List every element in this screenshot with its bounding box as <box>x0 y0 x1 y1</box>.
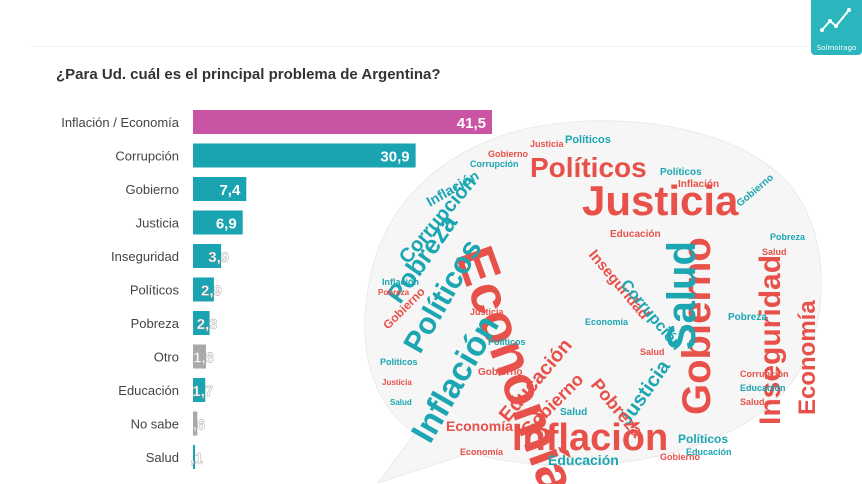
svg-text:Políticos: Políticos <box>565 134 611 146</box>
bar <box>193 143 416 168</box>
svg-text:Pobreza: Pobreza <box>378 288 410 297</box>
svg-text:Salud: Salud <box>560 407 587 418</box>
bar <box>193 378 206 402</box>
bar <box>193 277 214 302</box>
data-label: ,6 <box>193 417 206 434</box>
data-label: 30,9 <box>380 149 409 166</box>
bar <box>193 210 243 235</box>
chart-title: ¿Para Ud. cuál es el principal problema … <box>56 66 441 83</box>
svg-text:Salud: Salud <box>740 397 765 407</box>
svg-text:Gobierno: Gobierno <box>675 237 719 415</box>
svg-text:Economía: Economía <box>794 300 821 415</box>
data-label: 6,9 <box>216 216 237 233</box>
word-cloud-image: Economía Inflación Justicia Políticos Go… <box>364 120 822 484</box>
svg-text:Políticos: Políticos <box>660 167 702 178</box>
svg-text:Salud: Salud <box>640 347 665 357</box>
header-rule <box>30 46 810 47</box>
svg-text:Inflación: Inflación <box>512 417 668 459</box>
svg-text:Corrupción: Corrupción <box>470 159 519 169</box>
category-label: Políticos <box>130 283 180 298</box>
svg-text:Políticos: Políticos <box>678 432 728 446</box>
bar <box>193 177 247 201</box>
svg-text:Políticos: Políticos <box>530 152 647 183</box>
data-label: 7,4 <box>219 182 241 199</box>
svg-text:Educación: Educación <box>686 447 732 457</box>
category-label: No sabe <box>131 417 179 432</box>
svg-text:Pobreza: Pobreza <box>770 232 806 242</box>
bar <box>193 110 492 134</box>
svg-text:Educación: Educación <box>548 452 619 468</box>
category-label: Otro <box>154 350 179 365</box>
svg-text:Economía: Economía <box>446 418 513 434</box>
data-label: 3,9 <box>208 249 229 266</box>
bar <box>193 411 198 436</box>
data-label: 2,3 <box>197 316 218 333</box>
data-label: ,1 <box>190 450 203 467</box>
data-label: 2,9 <box>201 283 222 300</box>
data-label: 1,8 <box>193 350 214 367</box>
svg-text:Salud: Salud <box>660 241 704 350</box>
category-label: Inseguridad <box>111 249 179 264</box>
category-label: Inflación / Economía <box>61 115 180 130</box>
svg-text:Políticos: Políticos <box>380 357 418 367</box>
svg-text:Justicia: Justicia <box>582 177 739 224</box>
svg-text:Salud: Salud <box>762 247 787 257</box>
category-label: Salud <box>146 450 179 465</box>
svg-text:Justicia: Justicia <box>470 307 505 317</box>
svg-text:Economía: Economía <box>585 317 629 327</box>
svg-text:Políticos: Políticos <box>488 337 526 347</box>
bar <box>193 244 222 268</box>
bar <box>193 445 195 469</box>
category-label: Pobreza <box>131 316 180 331</box>
data-label: 1,7 <box>192 383 213 400</box>
category-label: Corrupción <box>115 149 179 164</box>
svg-text:Gobierno: Gobierno <box>488 149 529 159</box>
category-label: Gobierno <box>126 182 179 197</box>
svg-text:Salud: Salud <box>390 398 412 407</box>
brand-logo-text: Solmoirago <box>816 44 857 52</box>
bar-chart: Inflación / Economía 41,5 Corrupción 30,9 Go… <box>61 110 492 469</box>
svg-text:Educación: Educación <box>740 383 786 393</box>
category-label: Educación <box>118 383 179 398</box>
svg-text:Pobreza: Pobreza <box>728 312 767 323</box>
brand-logo: Solmoirago <box>811 0 862 55</box>
svg-text:Justicia: Justicia <box>530 139 565 149</box>
svg-text:Corrupción: Corrupción <box>740 369 789 379</box>
svg-text:Inflación: Inflación <box>382 277 419 287</box>
svg-text:Economía: Economía <box>460 447 504 457</box>
svg-text:Inseguridad: Inseguridad <box>754 255 787 425</box>
bar <box>193 311 210 335</box>
category-label: Justicia <box>136 216 180 231</box>
svg-text:Inflación: Inflación <box>678 179 719 190</box>
bar <box>193 344 206 369</box>
trend-chart-icon <box>820 8 851 32</box>
svg-text:Gobierno: Gobierno <box>478 367 522 378</box>
data-label: 41,5 <box>457 115 486 132</box>
svg-text:Educación: Educación <box>610 229 661 240</box>
svg-text:Justicia: Justicia <box>382 378 412 387</box>
svg-text:Gobierno: Gobierno <box>660 452 701 462</box>
